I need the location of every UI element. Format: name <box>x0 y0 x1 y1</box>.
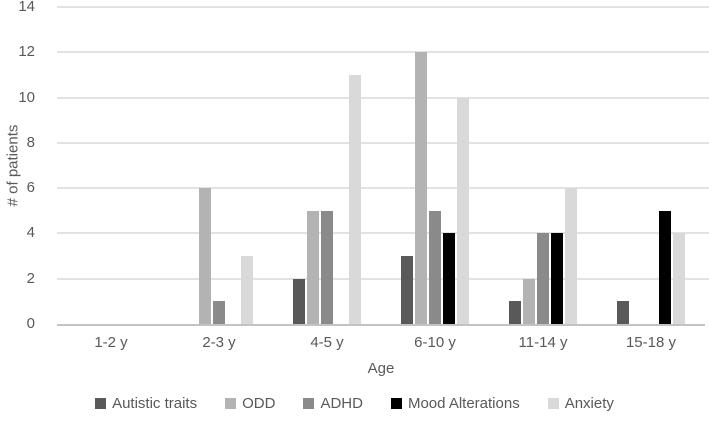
bar-autistic-traits-11-14y <box>509 301 521 324</box>
bar-mood-alterations-15-18y <box>659 210 671 324</box>
gridline-14 <box>57 6 709 8</box>
bar-group-15-18y <box>597 7 705 324</box>
gridline-2 <box>57 277 709 280</box>
y-tick-label-8: 8 <box>26 133 35 151</box>
legend-swatch-icon <box>303 398 315 409</box>
bar-anxiety-2-3y <box>241 256 253 324</box>
legend-item-odd: ODD <box>225 395 275 412</box>
x-axis-label-1-2y: 1-2 y <box>94 334 128 351</box>
y-tick-label-14: 14 <box>18 0 35 15</box>
bar-mood-alterations-11-14y <box>551 233 563 324</box>
gridline-12 <box>57 51 709 54</box>
legend-item-adhd: ADHD <box>303 395 363 412</box>
y-axis: 0 2 4 6 8 10 12 14 <box>0 0 45 332</box>
y-tick-label-0: 0 <box>26 315 35 332</box>
bar-adhd-6-10y <box>429 210 441 324</box>
y-tick-label-2: 2 <box>26 269 35 287</box>
bar-autistic-traits-15-18y <box>617 301 629 324</box>
gridline-10 <box>57 96 709 99</box>
bar-odd-4-5y <box>307 210 319 324</box>
bar-odd-11-14y <box>523 278 535 324</box>
y-tick-label-10: 10 <box>18 88 35 106</box>
x-axis-label-4-5y: 4-5 y <box>310 334 344 351</box>
bar-group-11-14y <box>489 7 597 324</box>
x-axis-label-15-18y: 15-18 y <box>625 334 677 351</box>
chart-legend: Autistic traits ODD ADHD Mood Alterations An… <box>0 395 709 412</box>
legend-label: Mood Alterations <box>407 395 520 412</box>
gridline-6 <box>57 187 709 190</box>
x-axis-label-2-3y: 2-3 y <box>202 334 236 351</box>
bar-group-4-5y <box>273 7 381 324</box>
bar-group-6-10y <box>381 7 489 324</box>
bar-anxiety-4-5y <box>349 74 361 324</box>
legend-swatch-icon <box>390 398 402 409</box>
bar-adhd-2-3y <box>213 301 225 324</box>
bar-autistic-traits-6-10y <box>401 256 413 324</box>
legend-label: ODD <box>242 395 276 412</box>
x-axis-title: Age <box>367 360 395 377</box>
legend-swatch-icon <box>225 398 237 409</box>
bar-group-2-3y <box>165 7 273 324</box>
bar-autistic-traits-4-5y <box>293 278 305 324</box>
bar-anxiety-6-10y <box>457 97 469 324</box>
legend-item-anxiety: Anxiety <box>547 395 614 412</box>
legend-label: ADHD <box>320 395 363 412</box>
legend-swatch-icon <box>547 398 559 409</box>
legend-item-autistic-traits: Autistic traits <box>95 395 197 412</box>
x-axis-label-11-14y: 11-14 y <box>518 334 568 351</box>
y-tick-label-4: 4 <box>26 224 35 242</box>
legend-swatch-icon <box>95 398 107 409</box>
plot-area <box>57 6 709 326</box>
bar-adhd-11-14y <box>537 233 549 324</box>
x-axis-label-6-10y: 6-10 y <box>414 334 456 351</box>
bar-odd-6-10y <box>415 52 427 324</box>
bar-anxiety-15-18y <box>673 233 685 324</box>
bar-groups <box>57 7 705 324</box>
bar-adhd-4-5y <box>321 210 333 324</box>
bar-group-1-2y <box>57 7 165 324</box>
legend-label: Autistic traits <box>112 395 198 412</box>
gridline-4 <box>57 232 709 235</box>
bar-anxiety-11-14y <box>565 188 577 324</box>
bar-odd-2-3y <box>199 188 211 324</box>
legend-label: Anxiety <box>564 395 614 412</box>
x-axis-labels: 1-2 y 2-3 y 4-5 y 6-10 y 11-14 y 15-18 y <box>57 334 705 351</box>
y-tick-label-6: 6 <box>26 179 35 197</box>
gridline-8 <box>57 141 709 144</box>
y-tick-label-12: 12 <box>18 43 35 61</box>
legend-item-mood-alterations: Mood Alterations <box>390 395 520 412</box>
bar-mood-alterations-6-10y <box>443 233 455 324</box>
